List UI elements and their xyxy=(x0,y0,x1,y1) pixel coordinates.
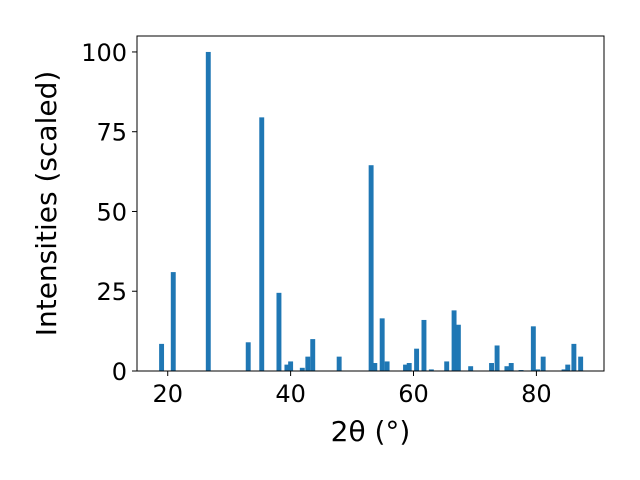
y-axis-label: Intensities (scaled) xyxy=(30,71,63,337)
bar xyxy=(384,361,390,371)
bar xyxy=(170,272,176,371)
bar xyxy=(288,361,294,371)
bar xyxy=(508,363,514,371)
bar xyxy=(284,364,290,371)
y-tick-label: 100 xyxy=(81,39,127,67)
bar xyxy=(336,356,342,371)
bar xyxy=(578,356,584,371)
y-tick-label: 75 xyxy=(96,119,127,147)
y-tick-label: 25 xyxy=(96,278,127,306)
bar xyxy=(159,343,165,371)
bar xyxy=(421,319,427,371)
bar xyxy=(310,339,316,371)
bar xyxy=(403,364,408,371)
bar xyxy=(299,367,305,371)
bar xyxy=(259,117,265,371)
bar xyxy=(540,356,546,371)
bar xyxy=(565,364,571,371)
x-tick-label: 40 xyxy=(275,380,306,408)
bar xyxy=(489,363,495,371)
y-axis: 0 25 50 75 100 xyxy=(81,39,137,386)
bar-series xyxy=(159,51,584,371)
bar xyxy=(561,369,567,371)
bar xyxy=(414,348,420,371)
bar xyxy=(451,310,457,371)
bar xyxy=(494,345,500,371)
bar xyxy=(571,343,577,371)
bar xyxy=(372,363,378,371)
bar xyxy=(305,356,311,371)
bar xyxy=(504,366,510,371)
y-tick-label: 50 xyxy=(96,198,127,226)
x-axis-label: 2θ (°) xyxy=(331,415,411,448)
plot-frame xyxy=(136,35,605,372)
bar xyxy=(530,326,536,371)
bar xyxy=(535,369,541,371)
bar xyxy=(245,342,251,371)
x-tick-label: 60 xyxy=(398,380,429,408)
bar xyxy=(276,292,282,371)
bar xyxy=(468,366,474,371)
bar xyxy=(368,165,374,371)
y-tick-label: 0 xyxy=(112,358,127,386)
bar xyxy=(205,51,211,371)
bar xyxy=(444,361,450,371)
bar xyxy=(379,318,385,371)
x-tick-label: 80 xyxy=(521,380,552,408)
x-tick-label: 20 xyxy=(152,380,183,408)
bar xyxy=(406,363,412,371)
bar xyxy=(428,369,434,371)
x-axis: 20 40 60 80 xyxy=(152,371,552,408)
bar xyxy=(455,324,461,371)
